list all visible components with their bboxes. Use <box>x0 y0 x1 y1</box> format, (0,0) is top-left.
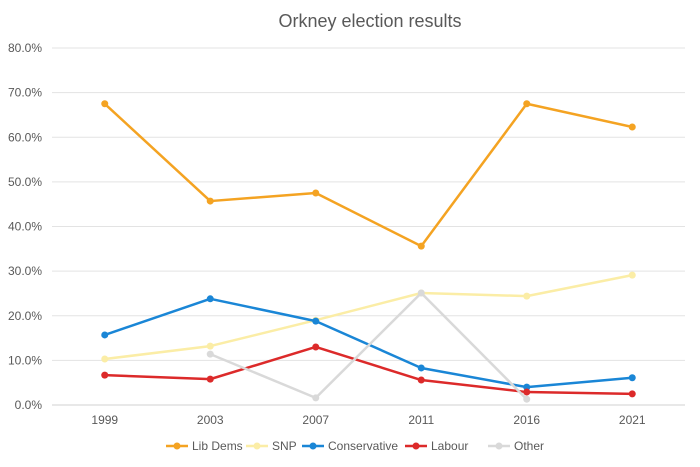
data-point <box>206 197 214 205</box>
data-point <box>523 100 531 108</box>
data-point <box>417 376 425 384</box>
y-tick-label: 60.0% <box>8 130 42 144</box>
data-point <box>206 350 214 358</box>
data-point <box>101 355 109 363</box>
data-point <box>101 331 109 339</box>
data-point <box>206 295 214 303</box>
legend-item: Labour <box>405 439 468 453</box>
series-labour <box>101 343 636 398</box>
x-tick-label: 2003 <box>197 413 224 427</box>
legend-marker <box>253 442 261 450</box>
legend-item: Lib Dems <box>166 439 243 453</box>
series-line <box>104 297 633 389</box>
data-point <box>101 371 109 379</box>
series-line <box>104 345 633 396</box>
legend-label: SNP <box>272 439 297 453</box>
legend-marker <box>309 442 317 450</box>
legend-item: Conservative <box>302 439 398 453</box>
y-tick-label: 30.0% <box>8 264 42 278</box>
data-point <box>628 123 636 131</box>
series-line <box>103 102 633 248</box>
legend-marker <box>412 442 420 450</box>
data-point <box>101 100 109 108</box>
data-point <box>628 271 636 279</box>
legend-item: SNP <box>246 439 297 453</box>
data-point <box>312 317 320 325</box>
y-tick-label: 10.0% <box>8 353 42 367</box>
legend-label: Other <box>514 439 544 453</box>
data-point <box>523 292 531 300</box>
legend-label: Labour <box>431 439 468 453</box>
x-tick-label: 1999 <box>91 413 118 427</box>
x-tick-label: 2011 <box>408 413 434 427</box>
data-point <box>312 394 320 402</box>
data-point <box>206 342 214 350</box>
series-line <box>209 291 528 401</box>
data-point <box>312 343 320 351</box>
legend-item: Other <box>488 439 544 453</box>
data-point <box>206 375 214 383</box>
data-point <box>628 374 636 382</box>
legend-label: Conservative <box>328 439 398 453</box>
data-point <box>417 242 425 250</box>
data-point <box>628 390 636 398</box>
y-tick-label: 0.0% <box>15 398 43 412</box>
legend-label: Lib Dems <box>192 439 243 453</box>
y-tick-label: 40.0% <box>8 220 42 234</box>
y-tick-label: 20.0% <box>8 309 42 323</box>
x-tick-label: 2016 <box>513 413 540 427</box>
y-tick-label: 80.0% <box>8 41 42 55</box>
series-snp <box>101 271 636 363</box>
x-tick-label: 2007 <box>302 413 329 427</box>
y-tick-label: 70.0% <box>8 86 42 100</box>
series-conservative <box>101 295 636 391</box>
data-point <box>523 388 531 396</box>
chart-title: Orkney election results <box>278 11 461 31</box>
data-point <box>417 289 425 297</box>
legend-marker <box>173 442 181 450</box>
series-lib-dems <box>101 100 636 250</box>
y-tick-label: 50.0% <box>8 175 42 189</box>
data-point <box>312 189 320 197</box>
series-other <box>206 289 531 403</box>
data-point <box>523 383 531 391</box>
data-point <box>417 364 425 372</box>
legend-marker <box>495 442 503 450</box>
data-point <box>523 395 531 403</box>
series-line <box>104 273 633 361</box>
x-tick-label: 2021 <box>619 413 646 427</box>
